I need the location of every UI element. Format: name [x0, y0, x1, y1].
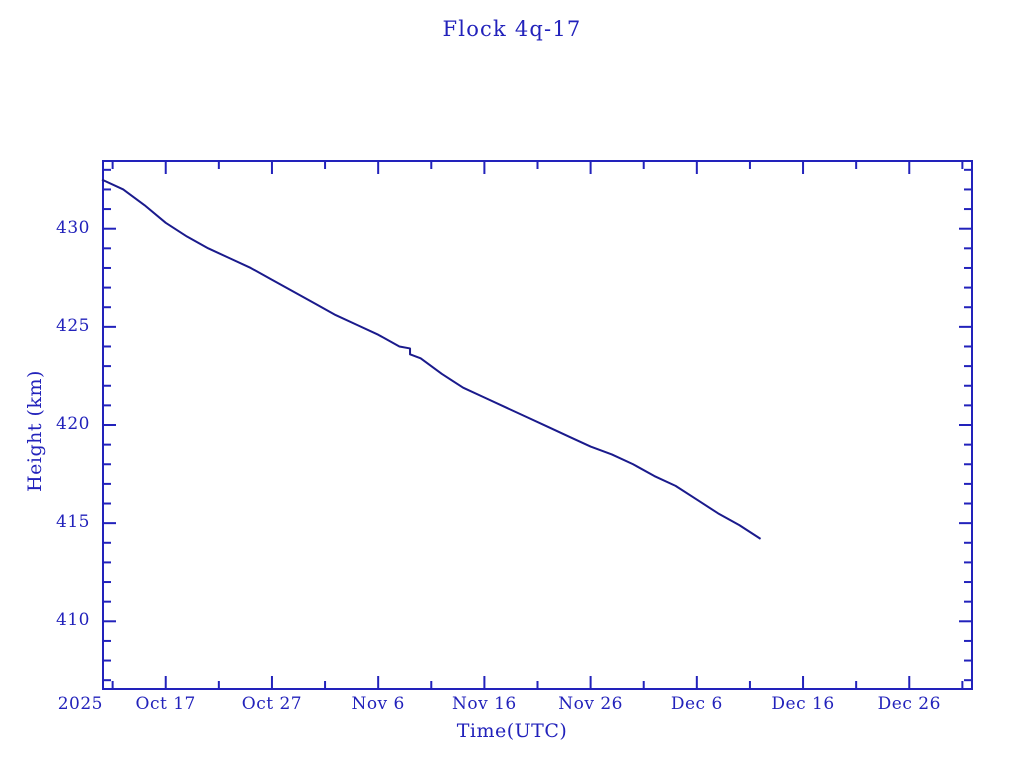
y-tick-label: 420 [56, 414, 90, 434]
x-tick-label: Dec 16 [771, 694, 835, 714]
y-axis-title: Height (km) [24, 370, 46, 492]
y-tick-label: 410 [56, 610, 90, 631]
x-axis-year-prefix: 2025 [57, 694, 103, 714]
plot-area-frame [102, 160, 973, 690]
x-tick-label: Dec 6 [670, 694, 723, 714]
x-tick-label: Nov 26 [558, 694, 623, 714]
x-tick-label: Nov 16 [452, 694, 517, 714]
x-tick-label: Oct 17 [135, 694, 196, 714]
x-tick-label: Dec 26 [877, 694, 941, 714]
x-tick-label: Nov 6 [351, 694, 405, 714]
x-tick-label: Oct 27 [241, 694, 303, 714]
x-axis-title: Time(UTC) [456, 720, 568, 742]
y-tick-label: 425 [56, 315, 90, 336]
chart-title: Flock 4q-17 [442, 17, 582, 41]
y-tick-label: 415 [56, 512, 90, 533]
y-tick-label: 430 [56, 217, 90, 238]
